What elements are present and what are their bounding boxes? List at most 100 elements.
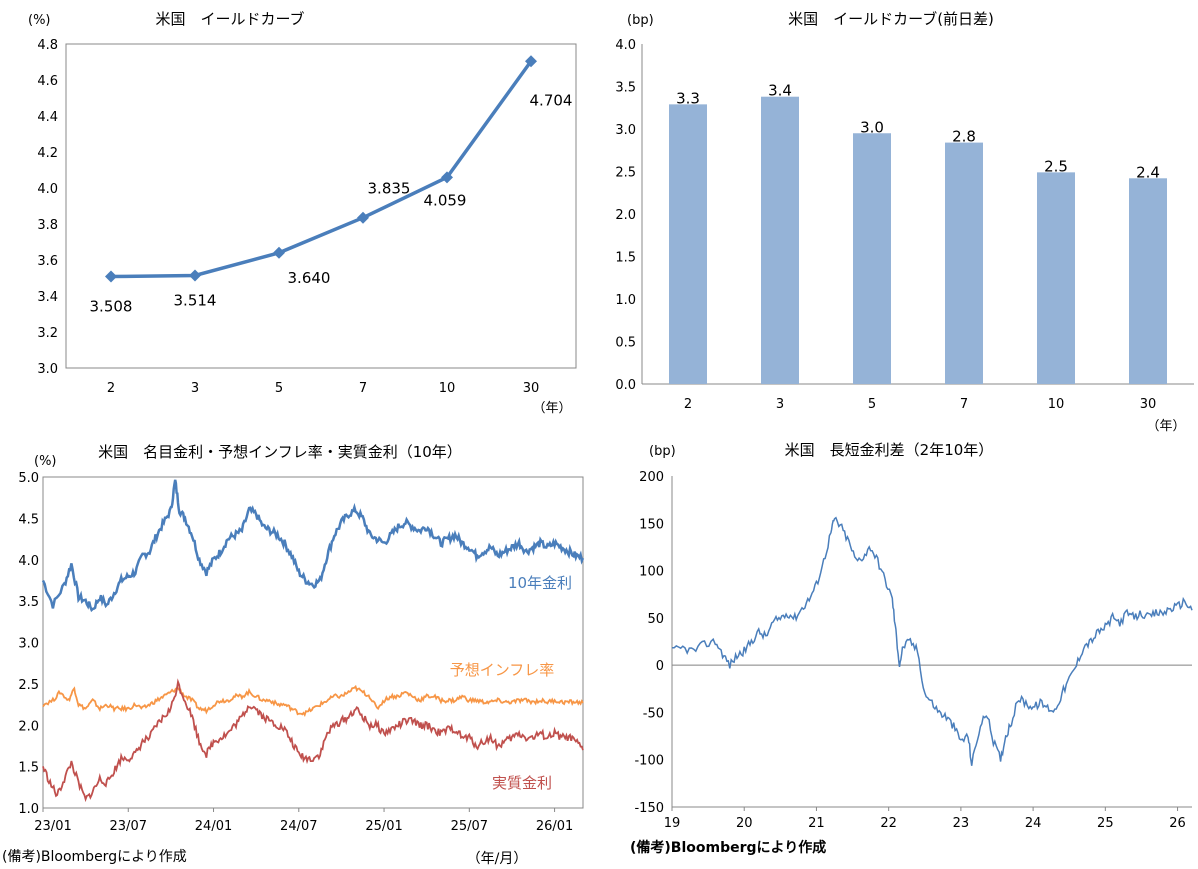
data-label: 3.514 [174, 291, 217, 309]
footnote-left: (備考)Bloombergにより作成 [2, 849, 187, 865]
bar-value-label: 3.4 [768, 82, 792, 100]
y-tick-label: 1.0 [18, 802, 39, 817]
y-tick-label: 4.5 [18, 512, 39, 527]
y-tick-label: 5.0 [18, 471, 39, 486]
y-unit-label: (bp) [627, 13, 654, 28]
y-tick-label: -100 [634, 754, 664, 769]
y-tick-label: -50 [643, 706, 664, 721]
bar-value-label: 2.4 [1136, 163, 1160, 181]
plot-area [42, 476, 584, 809]
chart-title: 米国 イールドカーブ(前日差) [788, 10, 994, 28]
yield-change-bar-chart: 米国 イールドカーブ(前日差) (bp) 0.0 0.5 1.0 1.5 2.0 2.5 3… [615, 10, 1194, 434]
x-tick-label: 23/01 [34, 819, 71, 834]
data-label: 3.835 [368, 180, 411, 198]
legend-inflation: 予想インフレ率 [450, 661, 555, 679]
y-tick-label: 4.6 [37, 74, 58, 89]
y-tick-label: 2.5 [18, 678, 39, 693]
y-tick-label: 3.8 [37, 218, 58, 233]
y-tick-label: 2.5 [615, 166, 636, 181]
series-line [110, 60, 533, 279]
y-tick-label: 3.0 [18, 637, 39, 652]
y-tick-label: 2.0 [615, 208, 636, 223]
y-tick-label: 4.0 [18, 554, 39, 569]
x-tick-label: 26 [1169, 816, 1186, 831]
y-tick-label: 0.5 [615, 336, 636, 351]
x-tick-label: 19 [664, 816, 681, 831]
x-tick-label: 7 [359, 381, 367, 396]
bar [761, 96, 799, 384]
y-tick-label: 50 [647, 612, 664, 627]
spread-line [672, 516, 1193, 766]
x-unit-label: （年） [1146, 419, 1185, 434]
y-tick-label: 4.0 [615, 38, 636, 53]
y-tick-label: 4.0 [37, 182, 58, 197]
data-point-marker [441, 171, 453, 184]
y-tick-label: 200 [639, 470, 664, 485]
data-point-marker [189, 269, 201, 282]
bar-value-label: 2.8 [952, 128, 976, 146]
series-line-3 [42, 678, 584, 803]
y-tick-label: 1.0 [615, 293, 636, 308]
x-tick-label: 22 [880, 816, 897, 831]
x-tick-label: 24/01 [195, 819, 232, 834]
x-tick-label: 10 [1048, 397, 1065, 412]
x-tick-label: 10 [439, 381, 456, 396]
x-tick-label: 2 [107, 381, 115, 396]
y-tick-label: 3.2 [37, 326, 58, 341]
bar [1037, 172, 1075, 384]
chart-title: 米国 長短金利差（2年10年） [785, 441, 994, 459]
x-unit-label: （年） [532, 401, 571, 416]
data-label: 4.059 [424, 191, 467, 209]
y-unit-label: (%) [34, 454, 57, 469]
data-point-marker [105, 270, 117, 283]
y-tick-label: 3.5 [18, 595, 39, 610]
legend-real: 実質金利 [492, 774, 552, 792]
bar [945, 142, 983, 384]
x-tick-label: 30 [1140, 397, 1157, 412]
data-point-marker [357, 211, 369, 224]
y-unit-label: (%) [28, 13, 51, 28]
x-tick-label: 5 [275, 381, 283, 396]
x-tick-label: 2 [684, 397, 692, 412]
y-tick-label: 4.8 [37, 38, 58, 53]
bar-value-label: 2.5 [1044, 157, 1068, 175]
data-label: 3.508 [90, 298, 133, 316]
y-tick-label: 4.2 [37, 146, 58, 161]
footnote-right: (備考)Bloombergにより作成 [630, 840, 827, 856]
x-tick-label: 3 [191, 381, 199, 396]
x-tick-label: 21 [808, 816, 825, 831]
y-tick-label: 3.6 [37, 254, 58, 269]
x-tick-label: 5 [868, 397, 876, 412]
spread-chart: 米国 長短金利差（2年10年） (bp) -150 -100 -50 0 50 100 15… [634, 441, 1193, 831]
x-tick-label: 23/07 [110, 819, 147, 834]
chart-title: 米国 イールドカーブ [155, 10, 304, 28]
y-tick-label: 1.5 [18, 761, 39, 776]
plot-area [65, 43, 577, 369]
y-tick-label: 0.0 [615, 378, 636, 393]
x-tick-label: 30 [523, 381, 540, 396]
x-tick-label: 24 [1025, 816, 1042, 831]
bar-value-label: 3.3 [676, 89, 700, 107]
y-tick-label: 3.4 [37, 290, 58, 305]
y-tick-label: 100 [639, 565, 664, 580]
x-tick-label: 23 [953, 816, 970, 831]
y-tick-label: -150 [634, 801, 664, 816]
x-tick-label: 25/07 [451, 819, 488, 834]
y-tick-label: 3.0 [615, 123, 636, 138]
x-unit-label: （年/月） [467, 851, 528, 867]
x-tick-label: 26/01 [536, 819, 573, 834]
bar [1129, 178, 1167, 384]
y-tick-label: 150 [639, 517, 664, 532]
y-unit-label: (bp) [649, 444, 676, 459]
data-point-marker [273, 246, 285, 259]
rates-decomposition-chart: 米国 名目金利・予想インフレ率・実質金利（10年） (%) 1.0 1.5 2.0 2… [18, 443, 585, 867]
x-tick-label: 24/07 [280, 819, 317, 834]
x-tick-label: 3 [776, 397, 784, 412]
x-tick-label: 25 [1097, 816, 1114, 831]
data-point-marker [525, 55, 537, 68]
y-tick-label: 2.0 [18, 719, 39, 734]
bar-value-label: 3.0 [860, 118, 884, 136]
x-tick-label: 25/01 [365, 819, 402, 834]
x-tick-label: 7 [960, 397, 968, 412]
yield-curve-chart: 米国 イールドカーブ (%) 3.0 3.2 3.4 3.6 3.8 4.0 4.2 4.4 4… [28, 10, 577, 416]
